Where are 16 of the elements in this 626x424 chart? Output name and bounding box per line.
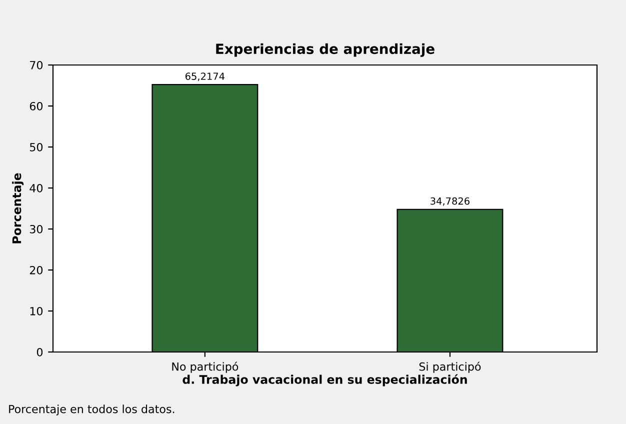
text: Porcentaje en todos los datos. — [9, 404, 174, 416]
y-axis-title: Porcentaje — [12, 173, 24, 244]
y-tick-label: 20 — [30, 266, 43, 274]
data-label: 65,2174 — [186, 72, 224, 81]
x-tick-label: No participó — [172, 362, 238, 373]
data-label: 34,7826 — [430, 197, 470, 206]
chart-title: Experiencias de aprendizaje — [216, 43, 434, 57]
y-tick-label: 40 — [30, 184, 43, 192]
y-tick-label: 10 — [30, 306, 43, 316]
y-tick-label: 70 — [30, 60, 43, 70]
y-tick-label: 0 — [36, 348, 43, 356]
x-tick-label: Si participó — [419, 362, 481, 373]
y-tick-label: 30 — [30, 224, 43, 234]
y-tick-label: 50 — [30, 142, 43, 152]
x-axis-title: d. Trabajo vacacional en su especialización — [182, 374, 467, 386]
y-tick-label: 60 — [30, 102, 43, 110]
